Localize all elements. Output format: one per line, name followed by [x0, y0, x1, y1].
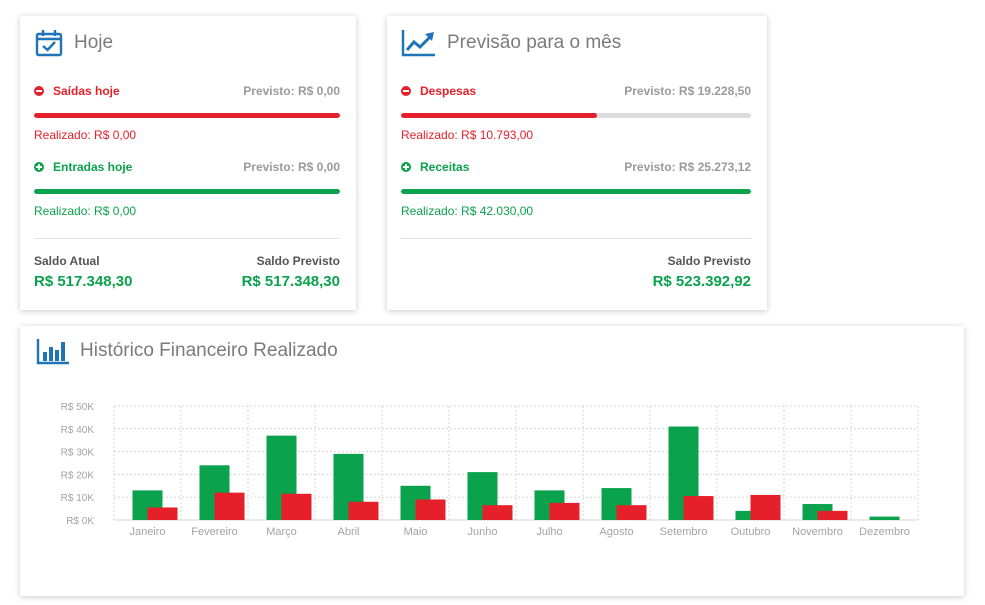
- bar-red: [214, 492, 245, 520]
- saldo-atual-value: R$ 517.348,30: [34, 273, 133, 290]
- minus-circle-icon: [34, 86, 44, 96]
- despesas-label: Despesas: [420, 84, 477, 98]
- trend-up-chart-icon: [401, 30, 435, 57]
- card-hoje-header: Hoje: [34, 28, 113, 58]
- card-historico: Histórico Financeiro Realizado R$ 0K R$ 1…: [20, 326, 964, 596]
- y-tick-label: R$ 50K: [61, 402, 95, 413]
- entradas-previsto: Previsto: R$ 0,00: [243, 160, 340, 174]
- saidas-label: Saídas hoje: [53, 84, 120, 98]
- bar-red: [415, 499, 446, 520]
- saidas-progress: [34, 113, 340, 118]
- saldo-previsto-value: R$ 523.392,92: [652, 273, 751, 290]
- y-tick-label: R$ 10K: [61, 493, 95, 504]
- card-historico-header: Histórico Financeiro Realizado: [36, 337, 338, 365]
- entradas-label: Entradas hoje: [53, 160, 133, 174]
- y-tick-label: R$ 30K: [61, 448, 95, 459]
- x-tick-label: Julho: [536, 526, 562, 538]
- receitas-realizado: Realizado: R$ 42.030,00: [401, 204, 534, 218]
- bar-chart-icon: [36, 339, 69, 365]
- x-tick-label: Fevereiro: [191, 526, 237, 538]
- saldo-previsto-value: R$ 517.348,30: [241, 273, 340, 290]
- saidas-row: Saídas hoje Previsto: R$ 0,00: [34, 83, 340, 99]
- x-tick-label: Novembro: [792, 526, 843, 538]
- calendar-check-icon: [35, 30, 63, 57]
- saldo-previsto-label: Saldo Previsto: [667, 254, 751, 268]
- y-tick-label: R$ 40K: [61, 425, 95, 436]
- bar-red: [147, 507, 178, 520]
- bar-red: [683, 496, 714, 520]
- receitas-progress: [401, 189, 751, 194]
- receitas-row: Receitas Previsto: R$ 25.273,12: [401, 159, 751, 175]
- bar-red: [482, 505, 513, 520]
- divider: [401, 238, 751, 239]
- receitas-label: Receitas: [420, 160, 470, 174]
- x-tick-label: Dezembro: [859, 526, 910, 538]
- saidas-previsto: Previsto: R$ 0,00: [243, 84, 340, 98]
- y-tick-label: R$ 20K: [61, 470, 95, 481]
- saldo-previsto-label: Saldo Previsto: [256, 254, 340, 268]
- bar-red: [750, 494, 781, 520]
- x-tick-label: Março: [266, 526, 297, 538]
- despesas-realizado: Realizado: R$ 10.793,00: [401, 128, 534, 142]
- x-tick-label: Agosto: [599, 526, 633, 538]
- plus-circle-icon: [401, 162, 411, 172]
- x-tick-label: Maio: [404, 526, 428, 538]
- saldo-atual-label: Saldo Atual: [34, 254, 100, 268]
- card-hoje: Hoje Saídas hoje Previsto: R$ 0,00 Reali…: [20, 16, 356, 310]
- entradas-progress: [34, 189, 340, 194]
- card-previsao: Previsão para o mês Despesas Previsto: R…: [387, 16, 767, 310]
- y-tick-label: R$ 0K: [66, 516, 94, 527]
- saidas-realizado: Realizado: R$ 0,00: [34, 128, 137, 142]
- bar-red: [549, 502, 580, 520]
- bar-red: [817, 510, 848, 520]
- bar-green: [869, 516, 900, 520]
- card-hoje-title: Hoje: [74, 32, 114, 53]
- divider: [34, 238, 340, 239]
- plus-circle-icon: [34, 162, 44, 172]
- x-tick-label: Outubro: [731, 526, 771, 538]
- despesas-previsto: Previsto: R$ 19.228,50: [624, 84, 751, 98]
- card-previsao-title: Previsão para o mês: [447, 32, 622, 53]
- despesas-row: Despesas Previsto: R$ 19.228,50: [401, 83, 751, 99]
- card-previsao-header: Previsão para o mês: [401, 28, 621, 58]
- bar-red: [281, 493, 312, 520]
- minus-circle-icon: [401, 86, 411, 96]
- historico-bar-chart: R$ 0K R$ 10K R$ 20K R$ 30K R$ 40K R$ 50K Janei…: [61, 402, 919, 538]
- entradas-row: Entradas hoje Previsto: R$ 0,00: [34, 159, 340, 175]
- bar-red: [348, 501, 379, 520]
- receitas-previsto: Previsto: R$ 25.273,12: [624, 160, 751, 174]
- card-historico-title: Histórico Financeiro Realizado: [80, 340, 338, 361]
- despesas-progress: [401, 113, 751, 118]
- x-tick-label: Setembro: [660, 526, 708, 538]
- x-tick-label: Janeiro: [129, 526, 165, 538]
- x-tick-label: Abril: [337, 526, 359, 538]
- bar-red: [616, 505, 647, 520]
- x-tick-label: Junho: [468, 526, 498, 538]
- entradas-realizado: Realizado: R$ 0,00: [34, 204, 137, 218]
